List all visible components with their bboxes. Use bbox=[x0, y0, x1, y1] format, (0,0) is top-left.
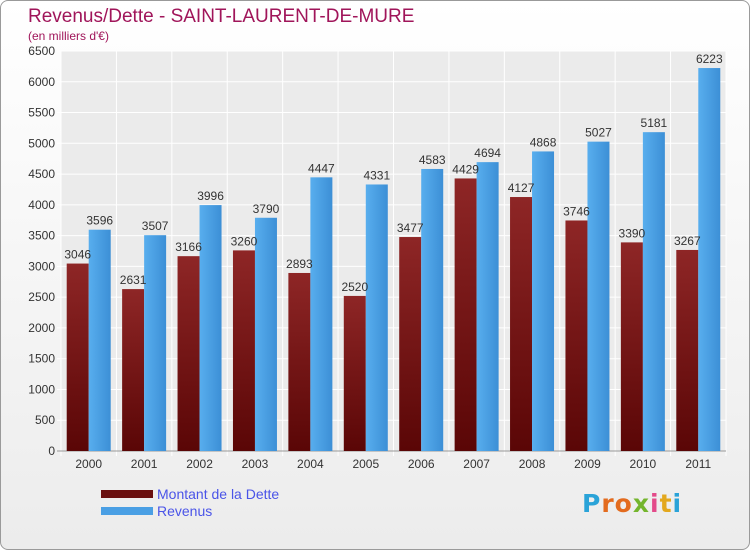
bar-dette bbox=[399, 237, 422, 451]
data-label-dette: 3477 bbox=[397, 221, 424, 235]
bar-dette bbox=[454, 178, 477, 451]
x-tick-label: 2008 bbox=[519, 457, 546, 471]
logo-letter: i bbox=[650, 489, 660, 518]
y-tick-label: 6000 bbox=[28, 75, 55, 89]
bar-dette bbox=[122, 289, 145, 451]
data-label-dette: 3267 bbox=[674, 234, 701, 248]
data-label-revenus: 5181 bbox=[641, 116, 668, 130]
y-tick-label: 1000 bbox=[28, 382, 55, 396]
data-label-revenus: 4868 bbox=[530, 135, 557, 149]
logo-letter: o bbox=[614, 489, 633, 518]
data-label-dette: 2520 bbox=[341, 280, 368, 294]
legend-label-dette: Montant de la Dette bbox=[157, 486, 280, 502]
y-tick-label: 2000 bbox=[28, 321, 55, 335]
chart-subtitle: (en milliers d'€) bbox=[28, 29, 109, 43]
bar-dette bbox=[343, 295, 366, 451]
data-label-revenus: 4694 bbox=[474, 146, 501, 160]
data-label-revenus: 4447 bbox=[308, 161, 335, 175]
bar-dette bbox=[620, 242, 643, 451]
bar-revenus bbox=[310, 177, 333, 452]
y-tick-label: 5000 bbox=[28, 136, 55, 150]
x-tick-label: 2000 bbox=[75, 457, 102, 471]
bar-revenus bbox=[199, 205, 222, 451]
data-label-revenus: 3790 bbox=[253, 202, 280, 216]
bar-dette bbox=[676, 249, 699, 451]
data-label-dette: 3260 bbox=[231, 234, 258, 248]
x-tick-label: 2010 bbox=[630, 457, 657, 471]
chart-title: Revenus/Dette - SAINT-LAURENT-DE-MURE bbox=[28, 6, 415, 27]
y-tick-label: 4000 bbox=[28, 198, 55, 212]
data-label-revenus: 4583 bbox=[419, 153, 446, 167]
data-label-dette: 4127 bbox=[508, 181, 535, 195]
bar-revenus bbox=[698, 68, 721, 452]
data-label-revenus: 3596 bbox=[86, 214, 113, 228]
x-tick-label: 2011 bbox=[685, 457, 711, 471]
logo-letter: x bbox=[632, 489, 650, 518]
bar-revenus bbox=[642, 132, 665, 451]
x-tick-label: 2006 bbox=[408, 457, 435, 471]
data-label-dette: 3390 bbox=[619, 226, 646, 240]
data-label-dette: 3746 bbox=[563, 204, 590, 218]
logo-letter: t bbox=[659, 489, 673, 518]
bar-revenus bbox=[254, 217, 277, 451]
bar-revenus bbox=[532, 151, 555, 451]
data-label-dette: 3166 bbox=[175, 240, 202, 254]
y-tick-label: 0 bbox=[48, 444, 55, 458]
x-tick-label: 2002 bbox=[186, 457, 213, 471]
bar-dette bbox=[565, 220, 588, 451]
bar-revenus bbox=[144, 235, 167, 451]
y-tick-label: 3000 bbox=[28, 259, 55, 273]
x-tick-label: 2004 bbox=[297, 457, 324, 471]
y-tick-label: 1500 bbox=[28, 352, 55, 366]
bar-chart: 0 500 1000 1500 2000 2500 3000 3500 4000 4500 5000… bbox=[28, 44, 727, 471]
legend-swatch-dette bbox=[101, 490, 153, 498]
bar-revenus bbox=[587, 141, 610, 451]
y-tick-label: 3500 bbox=[28, 229, 55, 243]
bar-dette bbox=[288, 272, 311, 451]
data-label-revenus: 3507 bbox=[142, 219, 169, 233]
bar-dette bbox=[177, 256, 200, 451]
x-tick-label: 2003 bbox=[242, 457, 269, 471]
data-label-revenus: 4331 bbox=[363, 168, 390, 182]
bar-revenus bbox=[365, 184, 388, 451]
bar-dette bbox=[232, 250, 255, 451]
data-label-revenus: 5027 bbox=[585, 126, 612, 140]
y-tick-label: 5500 bbox=[28, 106, 55, 120]
proxiti-logo: Proxiti bbox=[582, 489, 682, 518]
logo-letter: r bbox=[601, 489, 615, 518]
bar-revenus bbox=[88, 229, 111, 451]
y-tick-label: 4500 bbox=[28, 167, 55, 181]
data-label-dette: 2631 bbox=[120, 273, 147, 287]
data-label-dette: 2893 bbox=[286, 257, 313, 271]
x-tick-label: 2009 bbox=[574, 457, 601, 471]
data-label-dette: 4429 bbox=[452, 162, 479, 176]
bar-revenus bbox=[421, 168, 444, 451]
bar-dette bbox=[66, 263, 89, 451]
x-tick-label: 2001 bbox=[131, 457, 158, 471]
logo-letter: i bbox=[672, 489, 683, 518]
x-tick-label: 2005 bbox=[352, 457, 379, 471]
y-tick-label: 2500 bbox=[28, 290, 55, 304]
bar-dette bbox=[510, 197, 533, 451]
logo-letter: P bbox=[582, 489, 602, 518]
legend-label-revenus: Revenus bbox=[157, 503, 213, 519]
bar-revenus bbox=[476, 162, 499, 451]
data-label-revenus: 3996 bbox=[197, 189, 224, 203]
data-label-revenus: 6223 bbox=[696, 52, 723, 66]
legend-swatch-revenus bbox=[101, 507, 153, 515]
y-tick-label: 6500 bbox=[28, 44, 55, 58]
y-tick-label: 500 bbox=[35, 413, 55, 427]
data-label-dette: 3046 bbox=[64, 248, 91, 262]
x-tick-label: 2007 bbox=[463, 457, 490, 471]
